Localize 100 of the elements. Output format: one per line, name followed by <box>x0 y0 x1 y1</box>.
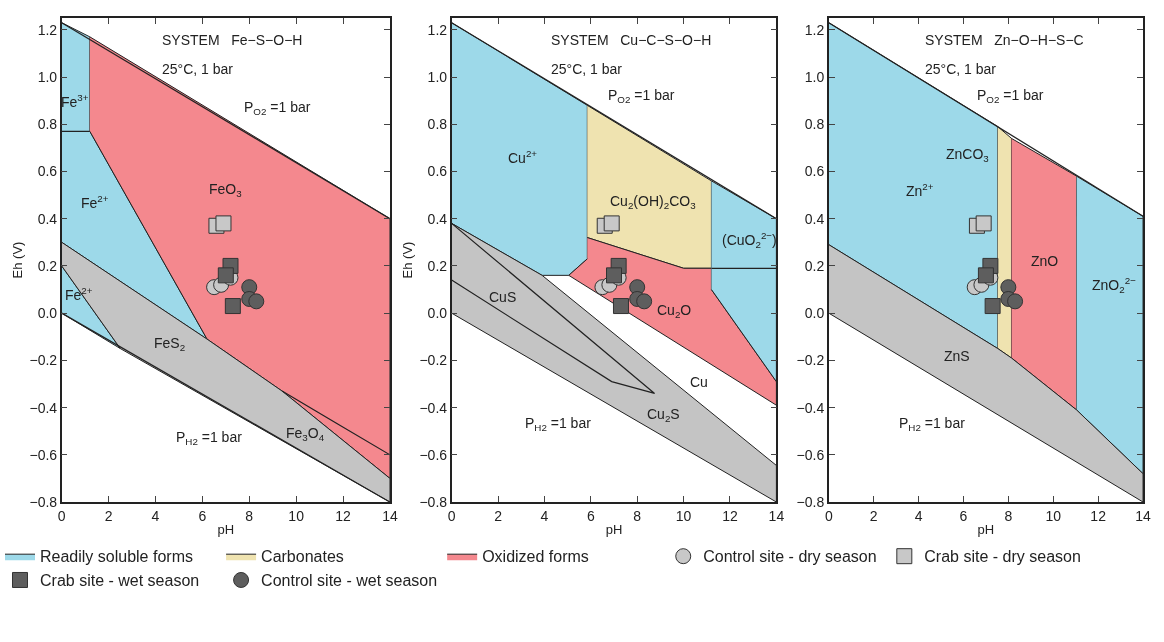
annotation: ZnS <box>944 348 970 364</box>
x-tick-label: 8 <box>245 507 254 524</box>
legend-label: Control site - wet season <box>261 572 438 590</box>
x-tick-label: 8 <box>633 507 642 524</box>
x-tick-label: 12 <box>1090 507 1107 524</box>
legend-label: Crab site - dry season <box>924 548 1081 566</box>
y-tick-label: 0.0 <box>37 305 58 322</box>
annotation: P$_{H2}$ =1 bar <box>176 429 243 447</box>
annotation: P$_{O2}$ =1 bar <box>244 99 311 117</box>
y-tick-label: −0.6 <box>419 446 448 463</box>
annotation: P$_{H2}$ =1 bar <box>899 415 966 433</box>
y-tick-label: −0.4 <box>29 399 58 416</box>
annotation: Fe$^{2+}$ <box>81 193 109 211</box>
annotation: Cu$_{2}$S <box>647 406 680 424</box>
y-tick-label: 0.8 <box>804 116 825 133</box>
x-tick-label: 6 <box>959 507 968 524</box>
annotation: P$_{H2}$ =1 bar <box>525 415 592 433</box>
y-tick-label: 1.2 <box>427 21 448 38</box>
x-tick-label: 2 <box>869 507 878 524</box>
annotation: 25°C, 1 bar <box>925 61 997 77</box>
point <box>248 293 265 310</box>
x-tick-label: 2 <box>494 507 503 524</box>
y-tick-label: −0.4 <box>796 399 825 416</box>
legend-label: Crab site - wet season <box>40 572 200 590</box>
annotation: SYSTEM Cu−C−S−O−H <box>551 32 712 48</box>
y-tick-label: −0.4 <box>419 399 448 416</box>
y-tick-label: 1.0 <box>804 68 825 85</box>
y-tick-label: 1.0 <box>37 68 58 85</box>
annotation: P$_{O2}$ =1 bar <box>977 87 1044 105</box>
annotation: Fe$_{3}$O$_{4}$ <box>286 425 325 443</box>
point <box>984 298 1001 315</box>
annotation: SYSTEM Fe−S−O−H <box>162 32 303 48</box>
y-tick-label: −0.8 <box>29 493 58 510</box>
point <box>977 267 994 284</box>
y-axis-title: Eh (V) <box>9 241 25 279</box>
x-tick-label: 14 <box>1135 507 1152 524</box>
y-tick-label: 1.0 <box>427 68 448 85</box>
x-tick-label: 4 <box>151 507 160 524</box>
annotation: Cu$_{2}$O <box>657 302 692 320</box>
y-tick-label: 1.2 <box>37 21 58 38</box>
x-axis-title: pH <box>977 521 995 537</box>
annotation: (CuO$_{2}$$^{2−}$) <box>722 230 777 250</box>
legend-label: Control site - dry season <box>703 548 877 566</box>
x-tick-label: 2 <box>104 507 113 524</box>
y-tick-label: 0.8 <box>37 116 58 133</box>
x-tick-label: 4 <box>540 507 549 524</box>
x-tick-label: 4 <box>914 507 923 524</box>
annotation: 25°C, 1 bar <box>551 61 623 77</box>
annotation: Zn$^{2+}$ <box>906 181 934 199</box>
y-tick-label: 0.6 <box>427 163 448 180</box>
y-tick-label: −0.2 <box>796 352 825 369</box>
point <box>612 298 629 315</box>
y-tick-label: 0.4 <box>804 210 825 227</box>
x-axis-title: pH <box>605 521 623 537</box>
annotation: SYSTEM Zn−O−H−S−C <box>925 32 1084 48</box>
y-tick-label: 0.4 <box>37 210 58 227</box>
point <box>224 298 241 315</box>
point <box>603 215 620 232</box>
x-tick-label: 0 <box>57 507 66 524</box>
annotation: FeS$_{2}$ <box>154 335 186 353</box>
y-tick-label: 0.0 <box>804 305 825 322</box>
x-tick-label: 10 <box>288 507 305 524</box>
point <box>217 267 234 284</box>
x-tick-label: 6 <box>586 507 595 524</box>
point <box>636 293 653 310</box>
annotation: Fe$^{3+}$ <box>61 92 89 110</box>
annotation: Fe$^{2+}$ <box>65 285 93 303</box>
y-tick-label: −0.6 <box>29 446 58 463</box>
annotation: CuS <box>489 289 517 305</box>
x-tick-label: 8 <box>1004 507 1013 524</box>
annotation: FeO$_{3}$ <box>209 181 243 199</box>
y-tick-label: 1.2 <box>804 21 825 38</box>
y-tick-label: −0.2 <box>29 352 58 369</box>
legend-label: Readily soluble forms <box>40 548 193 566</box>
x-axis-title: pH <box>217 521 235 537</box>
x-tick-label: 10 <box>1045 507 1062 524</box>
y-tick-label: −0.2 <box>419 352 448 369</box>
y-tick-label: 0.0 <box>427 305 448 322</box>
y-tick-label: 0.8 <box>427 116 448 133</box>
y-tick-label: 0.2 <box>427 257 448 274</box>
y-tick-label: −0.8 <box>796 493 825 510</box>
x-tick-label: 14 <box>768 507 785 524</box>
legend-label: Carbonates <box>261 548 344 566</box>
annotation: Cu$_{2}$(OH)$_{2}$CO$_{3}$ <box>610 193 697 211</box>
x-tick-label: 14 <box>382 507 398 524</box>
y-tick-label: 0.2 <box>37 257 58 274</box>
y-tick-label: 0.6 <box>804 163 825 180</box>
x-tick-label: 12 <box>335 507 352 524</box>
point <box>215 215 232 232</box>
y-tick-label: 0.6 <box>37 163 58 180</box>
y-tick-label: −0.8 <box>419 493 448 510</box>
annotation: Cu <box>690 374 708 390</box>
y-tick-label: 0.4 <box>427 210 448 227</box>
y-tick-label: 0.2 <box>804 257 825 274</box>
legend-label: Oxidized forms <box>482 548 589 566</box>
point <box>975 215 992 232</box>
annotation: ZnCO$_{3}$ <box>946 146 990 164</box>
y-axis-title: Eh (V) <box>399 241 415 279</box>
x-tick-label: 0 <box>824 507 833 524</box>
annotation: 25°C, 1 bar <box>162 61 234 77</box>
